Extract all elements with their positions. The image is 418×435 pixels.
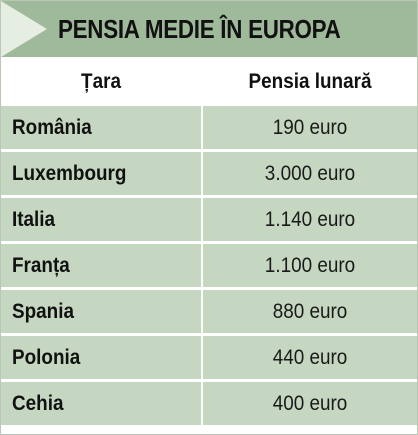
table-row: Luxembourg 3.000 euro	[1, 152, 417, 195]
country-name: Franța	[12, 254, 70, 277]
table-row: Italia 1.140 euro	[1, 198, 417, 241]
table-row: Cehia 400 euro	[1, 382, 417, 425]
country-name: Italia	[12, 208, 56, 231]
pension-value: 440 euro	[272, 346, 348, 369]
pension-cell: 1.100 euro	[203, 244, 417, 287]
column-header-country-label: Țara	[81, 70, 121, 93]
pension-cell: 880 euro	[203, 290, 417, 333]
table-row: Spania 880 euro	[1, 290, 417, 333]
pension-cell: 3.000 euro	[203, 152, 417, 195]
pension-cell: 1.140 euro	[203, 198, 417, 241]
table-header-band: PENSIA MEDIE ÎN EUROPA	[1, 1, 417, 57]
country-name: Luxembourg	[12, 162, 127, 185]
table-row: Polonia 440 euro	[1, 336, 417, 379]
country-cell: Polonia	[1, 336, 201, 379]
country-cell: Spania	[1, 290, 201, 333]
pension-value: 880 euro	[272, 300, 348, 323]
country-name: România	[12, 116, 92, 139]
pension-value: 400 euro	[272, 392, 348, 415]
pension-cell: 440 euro	[203, 336, 417, 379]
column-header-pension-label: Pensia lunară	[248, 70, 372, 93]
column-divider	[201, 60, 203, 432]
pension-value: 190 euro	[272, 116, 348, 139]
pension-cell: 190 euro	[203, 106, 417, 149]
arrow-marker-icon	[1, 1, 47, 57]
pension-cell: 400 euro	[203, 382, 417, 425]
country-name: Polonia	[12, 346, 81, 369]
pension-value: 3.000 euro	[264, 162, 356, 185]
country-cell: Franța	[1, 244, 201, 287]
table-title: PENSIA MEDIE ÎN EUROPA	[58, 14, 341, 44]
table-row: România 190 euro	[1, 106, 417, 149]
country-name: Cehia	[12, 392, 64, 415]
country-cell: România	[1, 106, 201, 149]
country-cell: Italia	[1, 198, 201, 241]
pension-value: 1.140 euro	[264, 208, 356, 231]
country-cell: Cehia	[1, 382, 201, 425]
country-cell: Luxembourg	[1, 152, 201, 195]
column-header-pension: Pensia lunară	[203, 60, 417, 103]
pension-value: 1.100 euro	[264, 254, 356, 277]
table-row: Franța 1.100 euro	[1, 244, 417, 287]
column-header-country: Țara	[1, 60, 201, 103]
country-name: Spania	[12, 300, 74, 323]
